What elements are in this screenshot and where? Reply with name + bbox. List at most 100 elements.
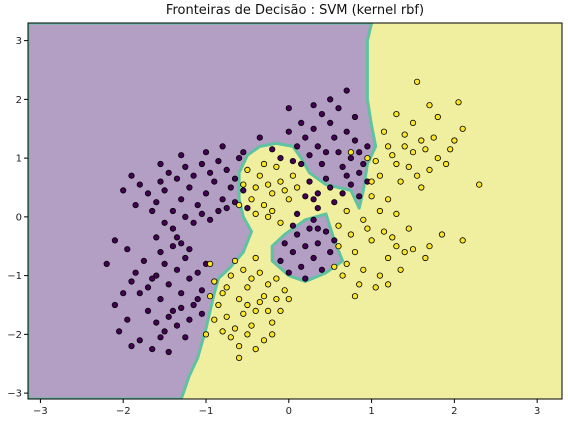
point-class-0 [173, 322, 181, 329]
point-class-0 [173, 234, 181, 241]
point-class-0 [120, 187, 127, 194]
point-class-1 [422, 146, 429, 153]
point-class-0 [182, 163, 189, 170]
point-class-0 [343, 128, 350, 135]
point-class-1 [248, 322, 255, 329]
point-class-0 [285, 269, 292, 276]
x-axis: −3 −2 −1 0 1 2 3 [33, 399, 540, 417]
point-class-1 [335, 243, 342, 250]
point-class-1 [376, 207, 383, 215]
point-class-1 [372, 284, 379, 291]
point-class-0 [153, 199, 160, 206]
point-class-1 [409, 246, 417, 253]
point-class-1 [231, 325, 239, 332]
point-class-1 [351, 249, 359, 256]
point-class-0 [132, 202, 139, 209]
point-class-1 [368, 193, 375, 200]
point-class-0 [306, 225, 313, 232]
point-class-0 [157, 249, 164, 256]
point-class-0 [351, 113, 359, 121]
chart-title: Fronteiras de Decisão : SVM (kernel rbf) [165, 3, 425, 18]
point-class-0 [335, 105, 342, 112]
point-class-1 [401, 249, 408, 256]
point-class-0 [327, 119, 334, 127]
point-class-1 [277, 219, 284, 226]
point-class-1 [227, 334, 234, 341]
point-class-0 [153, 272, 160, 279]
x-tick-label: −2 [116, 406, 131, 417]
point-class-1 [397, 266, 404, 273]
point-class-1 [240, 310, 247, 317]
point-class-0 [215, 207, 222, 215]
point-class-1 [356, 281, 363, 288]
point-class-0 [302, 134, 309, 141]
point-class-0 [298, 263, 305, 270]
data-points [103, 78, 483, 361]
point-class-1 [434, 155, 441, 162]
point-class-0 [356, 193, 363, 200]
point-class-0 [178, 196, 185, 203]
point-class-1 [476, 181, 483, 188]
point-class-0 [339, 190, 346, 197]
point-class-1 [269, 190, 276, 197]
point-class-1 [277, 307, 284, 314]
point-class-1 [256, 269, 263, 276]
point-class-1 [413, 172, 421, 179]
point-class-0 [231, 175, 239, 182]
point-class-0 [289, 249, 296, 256]
point-class-0 [165, 169, 172, 176]
point-class-1 [347, 231, 354, 238]
point-class-0 [289, 158, 296, 165]
point-class-0 [178, 152, 185, 159]
point-class-1 [293, 184, 301, 191]
point-class-0 [140, 257, 147, 264]
point-class-0 [318, 111, 325, 118]
plot-frame [27, 22, 563, 400]
point-class-1 [236, 295, 243, 303]
point-class-0 [169, 207, 176, 215]
point-class-0 [310, 216, 317, 223]
point-class-1 [384, 281, 392, 288]
point-class-1 [442, 160, 450, 168]
point-class-1 [202, 331, 210, 338]
point-class-1 [343, 207, 350, 215]
point-class-0 [124, 246, 131, 253]
y-tick-label: 0 [16, 212, 22, 223]
point-class-1 [455, 99, 462, 106]
point-class-0 [277, 257, 284, 264]
point-class-1 [335, 222, 342, 229]
point-class-1 [252, 307, 259, 314]
point-class-0 [149, 275, 156, 282]
point-class-0 [327, 249, 334, 256]
point-class-1 [393, 111, 400, 118]
point-class-0 [144, 284, 152, 291]
point-class-0 [347, 155, 354, 162]
point-class-0 [285, 128, 292, 135]
point-class-1 [384, 143, 392, 150]
point-class-1 [260, 293, 268, 300]
point-class-0 [256, 134, 263, 141]
point-class-1 [260, 202, 268, 209]
point-class-1 [285, 295, 292, 303]
point-class-1 [219, 328, 226, 335]
point-class-0 [335, 149, 342, 156]
point-class-0 [269, 146, 276, 153]
point-class-0 [103, 260, 110, 267]
point-class-0 [207, 169, 214, 176]
point-class-0 [178, 290, 185, 297]
point-class-0 [310, 254, 317, 262]
point-class-0 [178, 304, 185, 311]
point-class-1 [339, 272, 346, 279]
point-class-0 [149, 345, 156, 353]
point-class-1 [409, 149, 417, 156]
point-class-1 [211, 278, 218, 285]
point-class-0 [322, 149, 330, 156]
point-class-1 [372, 158, 379, 165]
point-class-0 [190, 219, 197, 226]
point-class-1 [244, 166, 251, 173]
point-class-0 [157, 178, 164, 185]
point-class-1 [244, 301, 251, 309]
point-class-0 [132, 269, 139, 276]
point-class-1 [405, 163, 412, 170]
point-class-1 [281, 287, 288, 294]
